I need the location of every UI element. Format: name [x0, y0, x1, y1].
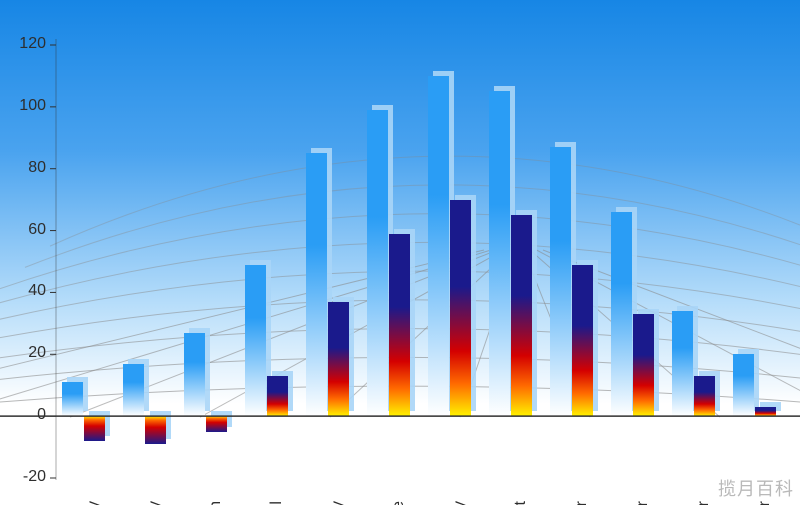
- axis-lines: [0, 0, 800, 505]
- chart-canvas: -20020406080100120 anuaryebruaryMarchApr…: [0, 0, 800, 505]
- watermark-text: 揽月百科: [718, 475, 794, 501]
